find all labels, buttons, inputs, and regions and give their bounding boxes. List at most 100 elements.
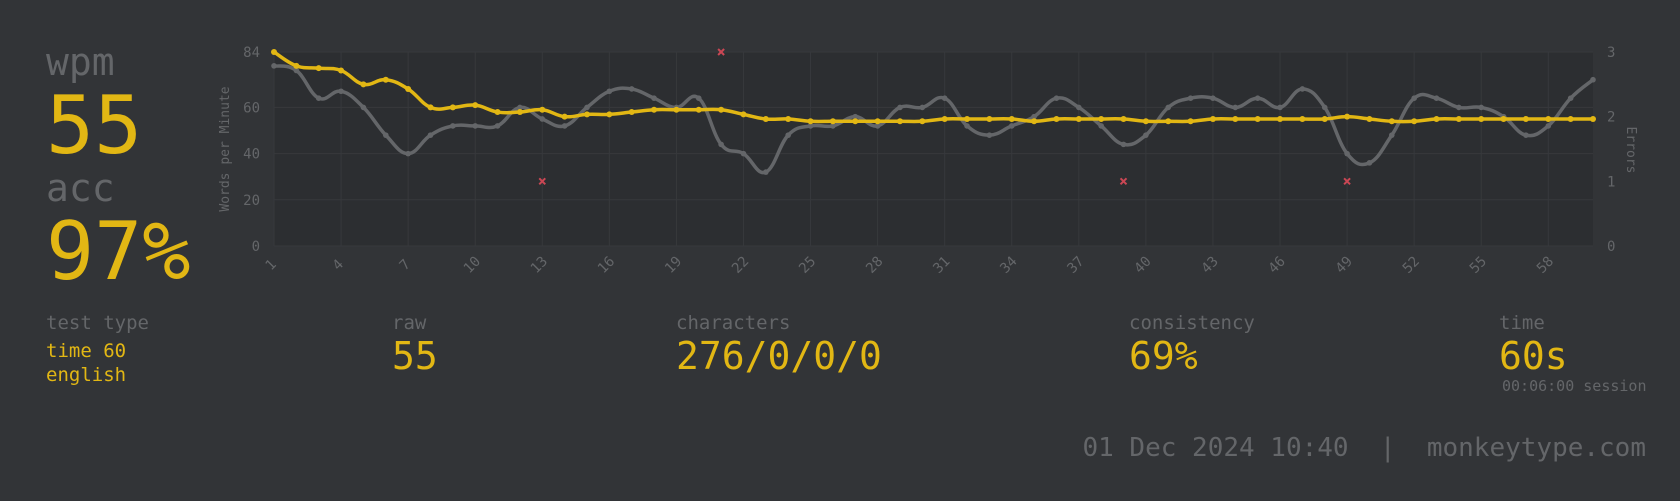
wpm-point	[1455, 115, 1462, 122]
raw-point	[293, 67, 300, 74]
raw-point	[561, 123, 568, 129]
x-tick-label: 37	[1064, 254, 1087, 277]
wpm-point	[941, 115, 948, 122]
raw-label: raw	[392, 312, 427, 334]
wpm-point	[1500, 115, 1507, 122]
wpm-point	[1209, 115, 1216, 122]
wpm-point	[919, 118, 926, 125]
wpm-point	[1232, 115, 1239, 122]
y-tick-label: 40	[243, 147, 260, 163]
raw-point	[382, 132, 389, 138]
characters-value: 276/0/0/0	[676, 334, 882, 378]
raw-value: 55	[392, 334, 438, 378]
wpm-point	[1522, 115, 1529, 122]
wpm-point	[1321, 115, 1328, 122]
raw-point	[1433, 95, 1440, 101]
raw-point	[1098, 123, 1104, 129]
wpm-value: 55	[46, 79, 143, 172]
acc-label: acc	[46, 166, 115, 210]
raw-point	[1456, 104, 1462, 111]
raw-point	[1031, 113, 1037, 120]
wpm-point	[449, 104, 456, 111]
raw-point	[1545, 123, 1552, 129]
y2-tick-label: 2	[1607, 110, 1615, 126]
raw-point	[1478, 104, 1485, 111]
raw-point	[964, 123, 970, 129]
raw-point	[1344, 150, 1350, 157]
raw-point	[427, 132, 434, 138]
wpm-point	[673, 106, 680, 113]
wpm-point	[271, 49, 277, 55]
x-tick-label: 55	[1467, 254, 1490, 277]
wpm-point	[829, 118, 836, 125]
raw-point	[1567, 95, 1574, 101]
wpm-point	[315, 65, 322, 72]
consistency-label: consistency	[1129, 312, 1255, 334]
wpm-point	[516, 109, 523, 116]
wpm-point	[986, 115, 993, 122]
raw-point	[986, 132, 993, 138]
raw-point	[472, 123, 479, 129]
wpm-point	[338, 67, 345, 74]
wpm-point	[1277, 115, 1284, 122]
raw-point	[1008, 123, 1015, 129]
raw-point	[740, 150, 747, 157]
y-tick-label: 60	[243, 100, 260, 116]
plot-area	[274, 52, 1593, 246]
raw-point	[718, 141, 724, 148]
wpm-point	[1187, 118, 1194, 125]
y2-tick-label: 0	[1607, 239, 1615, 255]
raw-point	[1165, 104, 1172, 111]
characters-label: characters	[676, 312, 791, 334]
wpm-label: wpm	[46, 40, 115, 84]
wpm-point	[472, 102, 479, 109]
wpm-point	[762, 115, 769, 122]
wpm-point	[1008, 115, 1015, 122]
y2-axis-title: Errors	[1623, 127, 1638, 174]
x-tick-label: 1	[263, 257, 280, 274]
error-marker	[1119, 177, 1128, 186]
raw-point	[1232, 104, 1239, 111]
raw-point	[1523, 132, 1529, 138]
x-tick-label: 13	[528, 254, 551, 277]
error-stroke	[1343, 177, 1351, 186]
x-tick-label: 46	[1266, 254, 1289, 277]
raw-point	[1053, 95, 1060, 101]
raw-point	[830, 123, 836, 129]
wpm-point	[1433, 115, 1440, 122]
wpm-point	[896, 118, 903, 125]
time-value: 60s	[1499, 334, 1568, 378]
raw-point	[628, 86, 635, 92]
raw-point	[919, 104, 926, 111]
raw-point	[897, 104, 903, 111]
raw-point	[606, 88, 613, 95]
session-time: 00:06:00 session	[1502, 377, 1647, 395]
raw-point	[695, 95, 702, 101]
raw-point	[1299, 86, 1306, 92]
wpm-point	[606, 111, 613, 118]
error-marker	[1343, 177, 1351, 186]
raw-point	[1187, 95, 1194, 101]
y2-tick-label: 1	[1607, 174, 1615, 190]
wpm-point	[1165, 118, 1172, 125]
wpm-point	[740, 111, 747, 118]
x-tick-label: 10	[461, 254, 484, 277]
raw-point	[874, 123, 881, 129]
wpm-point	[695, 106, 702, 113]
error-marker	[538, 177, 546, 186]
y-axis-title: Words per Minute	[218, 86, 233, 211]
footer-date-site: 01 Dec 2024 10:40 | monkeytype.com	[1082, 433, 1646, 463]
error-stroke	[1119, 177, 1128, 186]
wpm-point	[1075, 115, 1082, 122]
wpm-point	[405, 85, 412, 92]
wpm-point	[785, 115, 792, 122]
raw-point	[405, 150, 411, 157]
raw-point	[1143, 132, 1149, 138]
y-tick-label: 84	[243, 45, 260, 61]
wpm-point	[1344, 113, 1351, 120]
raw-point	[450, 123, 456, 129]
x-tick-label: 43	[1199, 254, 1222, 277]
raw-point	[1120, 141, 1127, 148]
x-tick-label: 7	[397, 257, 414, 274]
y-tick-label: 20	[243, 193, 260, 209]
